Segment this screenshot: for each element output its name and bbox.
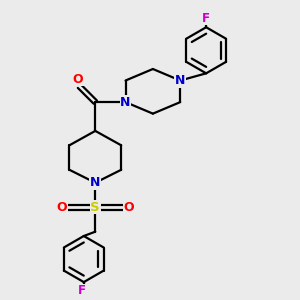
Text: O: O [56,201,67,214]
Text: N: N [90,176,101,189]
Text: S: S [91,201,100,214]
Text: O: O [124,201,134,214]
Text: O: O [73,73,83,85]
Text: N: N [120,96,131,109]
Text: F: F [202,11,210,25]
Text: F: F [78,284,86,297]
Text: N: N [175,74,185,87]
